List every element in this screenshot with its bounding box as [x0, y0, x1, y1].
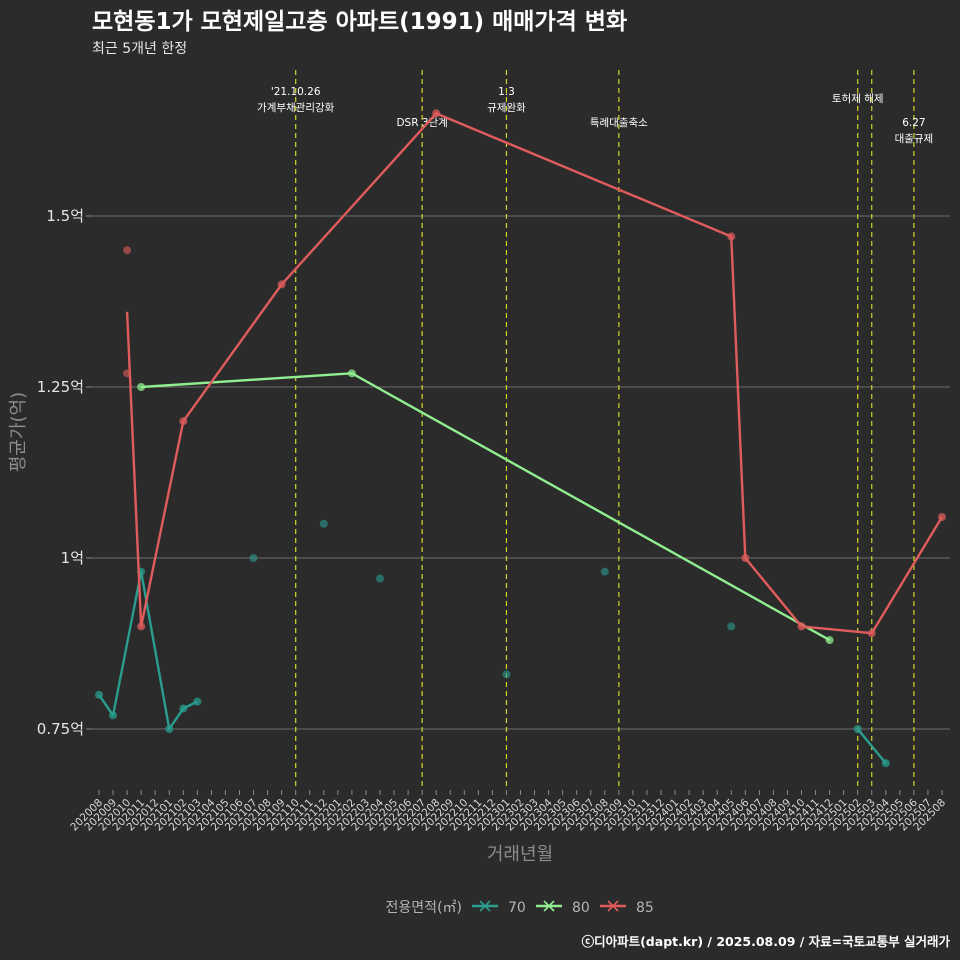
event-label: '21.10.26 — [271, 86, 321, 98]
legend-title: 전용면적(㎡) — [386, 900, 462, 916]
legend-item-80: 80 — [536, 900, 590, 916]
data-point — [277, 280, 286, 289]
caption: ⓒ디아파트(dapt.kr) / 2025.08.09 / 자료=국토교통부 실… — [582, 934, 951, 949]
series-70 — [95, 519, 890, 768]
data-point — [938, 512, 946, 521]
event-label: 특례대출축소 — [590, 117, 648, 129]
legend-item-70: 70 — [472, 900, 526, 916]
event-label: 토허제 해제 — [832, 92, 884, 105]
y-axis-ticks: 0.75억 1억 1.25억 1.5억 — [37, 207, 92, 738]
data-point — [179, 704, 188, 713]
data-point — [825, 636, 834, 645]
data-point — [502, 670, 511, 679]
event-label: 대출규제 — [895, 133, 934, 145]
data-point — [376, 574, 384, 583]
legend-key-cross — [543, 900, 555, 912]
legend: 전용면적(㎡) 70 80 85 — [386, 900, 654, 916]
x-axis-title: 거래년월 — [487, 844, 553, 865]
data-point — [853, 725, 862, 733]
series-line — [125, 112, 944, 635]
data-point — [727, 232, 736, 241]
legend-label: 85 — [636, 900, 654, 916]
data-point — [123, 369, 132, 378]
series-line — [856, 728, 887, 764]
data-point — [600, 567, 609, 576]
data-point — [95, 690, 103, 699]
legend-label: 70 — [508, 900, 526, 916]
y-tick-label: 1억 — [61, 549, 84, 567]
data-point — [867, 629, 876, 638]
event-label: 6.27 — [902, 117, 925, 129]
series-layer — [95, 109, 946, 768]
data-point — [137, 622, 146, 631]
data-point — [137, 383, 146, 391]
data-point — [249, 554, 258, 562]
event-label: DSR 3단계 — [396, 117, 447, 129]
legend-key-cross — [607, 900, 619, 912]
y-tick-label: 1.25억 — [37, 378, 84, 396]
y-tick-label: 0.75억 — [37, 720, 84, 738]
chart-title: 모현동1가 모현제일고층 아파트(1991) 매매가격 변화 — [92, 9, 627, 35]
data-point — [727, 622, 736, 631]
series-85 — [123, 109, 946, 638]
y-tick-label: 1.5억 — [46, 207, 84, 225]
data-point — [193, 697, 202, 706]
event-label: 규제완화 — [487, 101, 526, 114]
data-point — [432, 109, 441, 118]
y-axis-title: 평균가(억) — [8, 392, 29, 472]
data-point — [797, 622, 806, 631]
data-point — [347, 369, 356, 378]
data-point — [179, 417, 188, 426]
gridlines — [92, 215, 950, 730]
legend-item-85: 85 — [600, 900, 654, 916]
data-point — [741, 554, 750, 562]
data-point — [319, 519, 328, 528]
event-label: 가계부채관리강화 — [257, 102, 335, 114]
legend-key-cross — [479, 900, 491, 912]
data-point — [123, 246, 132, 255]
data-point — [165, 725, 174, 733]
data-point — [109, 711, 118, 720]
chart-subtitle: 최근 5개년 한정 — [92, 41, 187, 57]
data-point — [881, 759, 890, 768]
legend-label: 80 — [572, 900, 590, 916]
event-label: 1.3 — [498, 86, 515, 98]
